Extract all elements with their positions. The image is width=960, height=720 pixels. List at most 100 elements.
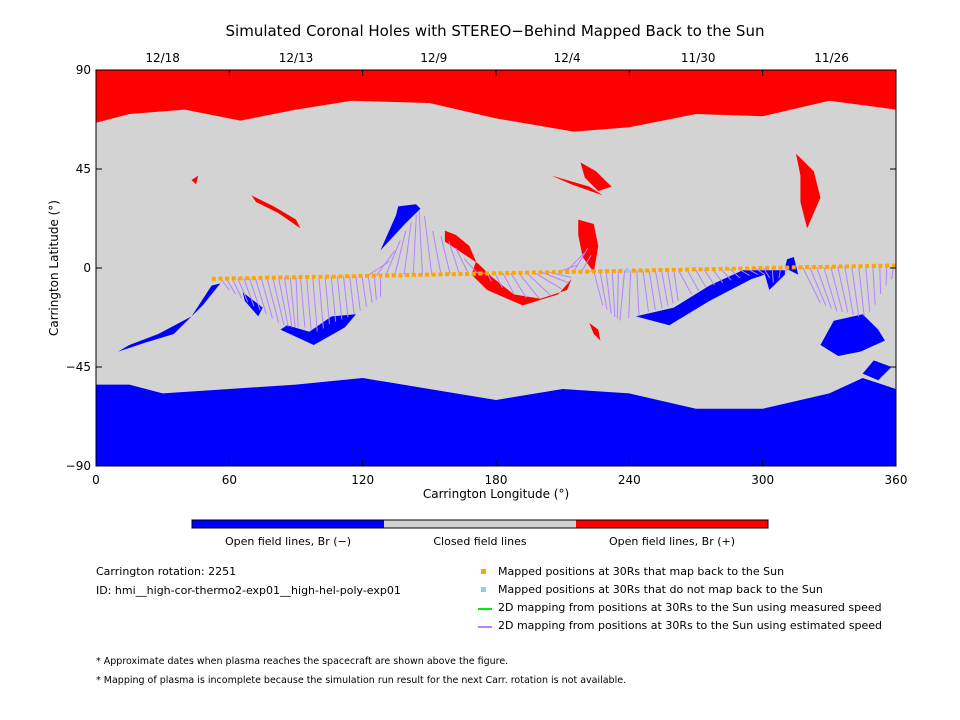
mapping-line-3-11 bbox=[573, 247, 589, 273]
chart-title: Simulated Coronal Holes with STEREO−Behi… bbox=[226, 22, 765, 40]
mapping-line-6-4 bbox=[830, 266, 843, 313]
mapped-point-83 bbox=[765, 266, 770, 270]
mapped-point-75 bbox=[711, 267, 716, 272]
unmapped-point-0 bbox=[625, 268, 630, 273]
mapping-line-5-2 bbox=[694, 269, 707, 288]
negative-region-7 bbox=[380, 204, 421, 251]
mapped-point-46 bbox=[518, 270, 523, 275]
mapped-point-57 bbox=[591, 269, 596, 274]
mapped-point-47 bbox=[525, 270, 530, 275]
x-tick-label-6: 360 bbox=[885, 473, 908, 487]
mapped-point-70 bbox=[678, 267, 683, 272]
mapping-line-2-10 bbox=[448, 240, 460, 275]
mapping-line-2-4 bbox=[403, 222, 412, 276]
mapping-line-2-1 bbox=[375, 250, 396, 276]
mapping-line-5-4 bbox=[712, 268, 724, 284]
mapped-point-100 bbox=[878, 263, 883, 268]
top-date-1: 12/13 bbox=[279, 51, 314, 65]
mapping-line-1-10 bbox=[361, 275, 367, 307]
mapped-point-54 bbox=[571, 269, 576, 274]
x-tick-label-1: 60 bbox=[222, 473, 237, 487]
legend-label-3: 2D mapping from positions at 30Rs to the… bbox=[498, 619, 883, 632]
mapping-line-0-3 bbox=[237, 278, 249, 303]
mapped-point-94 bbox=[838, 264, 843, 269]
mapped-point-49 bbox=[538, 270, 543, 275]
colorbar-label-2: Open field lines, Br (+) bbox=[609, 535, 735, 548]
top-date-0: 12/18 bbox=[145, 51, 180, 65]
mapping-line-4-5 bbox=[619, 270, 626, 321]
mapping-line-1-6 bbox=[336, 276, 343, 320]
mapping-line-4-8 bbox=[642, 270, 649, 312]
rotation-text: Carrington rotation: 2251 bbox=[96, 565, 237, 578]
mapped-point-8 bbox=[265, 275, 270, 280]
positive-region-0 bbox=[96, 70, 896, 132]
legend-marker-3 bbox=[478, 626, 492, 628]
mapping-line-2-8 bbox=[432, 230, 442, 275]
mapped-point-92 bbox=[825, 264, 830, 269]
mapped-point-26 bbox=[385, 273, 390, 278]
x-axis: 0 60 120 180 240 300 360 bbox=[92, 70, 907, 487]
mapped-point-80 bbox=[745, 266, 750, 271]
mapped-point-51 bbox=[551, 270, 556, 275]
positive-region-5 bbox=[191, 175, 199, 185]
mapped-point-28 bbox=[398, 273, 403, 278]
legend-marker-1 bbox=[481, 587, 486, 592]
mapping-line-5-5 bbox=[720, 268, 732, 281]
mapping-line-1-1 bbox=[306, 276, 312, 330]
mapped-point-43 bbox=[498, 271, 503, 276]
mapping-line-6-10 bbox=[872, 265, 876, 305]
mapped-point-86 bbox=[785, 265, 790, 270]
mapped-point-71 bbox=[685, 267, 690, 272]
mapping-line-2-6 bbox=[418, 210, 423, 275]
legend-label-1: Mapped positions at 30Rs that do not map… bbox=[498, 583, 823, 596]
mapped-point-91 bbox=[818, 264, 823, 269]
mapping-line-6-11 bbox=[879, 265, 882, 295]
mapping-line-1-12 bbox=[373, 275, 377, 300]
mapped-point-78 bbox=[731, 266, 736, 271]
mapped-point-22 bbox=[358, 273, 363, 278]
mapped-point-52 bbox=[558, 269, 563, 274]
mapped-point-15 bbox=[311, 274, 316, 279]
mapped-point-25 bbox=[378, 273, 383, 278]
mapped-point-31 bbox=[418, 272, 423, 277]
mapped-point-102 bbox=[891, 263, 896, 268]
mapping-line-0-8 bbox=[266, 277, 280, 323]
mapped-point-10 bbox=[278, 275, 283, 280]
y-tick-label-1: 45 bbox=[76, 162, 91, 176]
negative-region-1 bbox=[118, 283, 221, 352]
mapping-line-4-12 bbox=[667, 269, 674, 304]
mapped-point-95 bbox=[845, 264, 850, 269]
mapped-point-66 bbox=[651, 268, 656, 273]
mapped-point-27 bbox=[391, 273, 396, 278]
mapped-point-1 bbox=[218, 276, 223, 281]
mapped-point-98 bbox=[865, 264, 870, 269]
mapped-point-32 bbox=[425, 272, 430, 277]
mapped-point-74 bbox=[705, 267, 710, 272]
negative-region-6 bbox=[862, 360, 892, 381]
mapping-line-4-4 bbox=[616, 270, 619, 319]
mapping-line-6-5 bbox=[837, 266, 849, 313]
colorbar-label-1: Closed field lines bbox=[433, 535, 527, 548]
mapped-point-2 bbox=[225, 276, 230, 281]
mapped-point-97 bbox=[858, 264, 863, 269]
mapped-point-35 bbox=[445, 272, 450, 277]
mapping-line-2-7 bbox=[424, 215, 433, 275]
mapping-line-6-7 bbox=[851, 266, 860, 317]
mapped-point-59 bbox=[605, 269, 610, 274]
colorbar-segment-1 bbox=[384, 520, 576, 528]
id-text: ID: hmi__high-cor-thermo2-exp01__high-he… bbox=[96, 584, 401, 597]
mapping-line-6-6 bbox=[844, 266, 854, 316]
mapped-point-16 bbox=[318, 274, 323, 279]
mapped-point-17 bbox=[325, 274, 330, 279]
mapped-point-34 bbox=[438, 272, 443, 277]
mapped-point-77 bbox=[725, 266, 730, 271]
mapping-line-0-5 bbox=[249, 277, 261, 311]
mapping-line-5-10 bbox=[763, 267, 771, 279]
mapped-point-30 bbox=[411, 272, 416, 277]
mapping-line-4-10 bbox=[654, 270, 663, 309]
mapped-point-38 bbox=[465, 271, 470, 276]
mapped-point-7 bbox=[258, 275, 263, 280]
mapped-point-29 bbox=[405, 273, 410, 278]
mapped-point-63 bbox=[631, 268, 636, 273]
mapping-line-5-6 bbox=[729, 268, 741, 279]
